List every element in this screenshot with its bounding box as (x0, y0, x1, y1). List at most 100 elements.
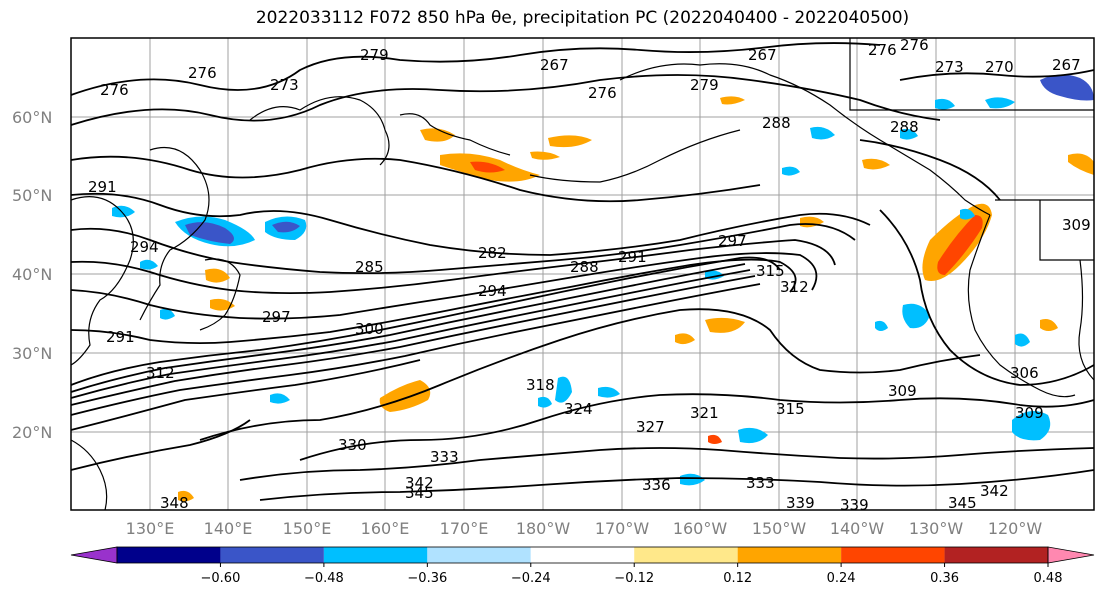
colorbar-extend-high (1047, 546, 1095, 564)
colorbar-segment (117, 547, 221, 563)
colorbar-tick-label: −0.60 (201, 571, 241, 586)
theta-e-contours (70, 42, 1095, 501)
contour-label: 309 (1015, 404, 1044, 422)
contour-label: 300 (355, 320, 384, 338)
contour-label: 282 (478, 244, 507, 262)
contour-label: 279 (690, 76, 719, 94)
contour-label: 273 (935, 58, 964, 76)
contour-label: 312 (146, 364, 175, 382)
contour-label-group: 279 276 273 276 267 276 279 276 267 276 … (88, 36, 1091, 514)
contour-label: 339 (786, 494, 815, 512)
contour-label: 294 (478, 282, 507, 300)
contour-label: 291 (88, 178, 117, 196)
contour-label: 276 (100, 81, 129, 99)
latitude-labels: 60°N 50°N 40°N 30°N 20°N (12, 108, 52, 442)
lat-label: 40°N (12, 265, 52, 284)
colorbar-segment (634, 547, 738, 563)
colorbar-segment (737, 547, 842, 563)
precip-positive-areas (178, 96, 1094, 502)
contour-label: 267 (540, 56, 569, 74)
contour-label: 288 (570, 258, 599, 276)
contour-label: 318 (526, 376, 555, 394)
lon-label: 180°W (516, 519, 571, 538)
colorbar-tick-label: 0.48 (1034, 571, 1063, 586)
contour-label: 345 (405, 484, 434, 502)
contour-label: 285 (355, 258, 384, 276)
colorbar-tick-label: −0.48 (304, 571, 344, 586)
contour-label: 348 (160, 494, 189, 512)
lat-label: 30°N (12, 344, 52, 363)
contour-label: 339 (840, 496, 869, 514)
lat-label: 20°N (12, 423, 52, 442)
contour-label: 315 (776, 400, 805, 418)
lon-label: 170°E (440, 519, 489, 538)
colorbar-segment (841, 547, 945, 563)
colorbar-segment (323, 547, 428, 563)
colorbar-segment (530, 547, 635, 563)
colorbar-outline (116, 546, 1049, 564)
coastlines (70, 38, 1095, 511)
contour-label: 267 (1052, 56, 1081, 74)
contour-label: 312 (780, 278, 809, 296)
lon-label: 150°E (283, 519, 332, 538)
contour-label: 291 (618, 248, 647, 266)
contour-label: 309 (1062, 216, 1091, 234)
lon-label: 170°W (595, 519, 650, 538)
lon-label: 130°W (909, 519, 964, 538)
contour-label: 276 (188, 64, 217, 82)
colorbar-tick-label: −0.12 (614, 571, 654, 586)
colorbar-tick-label: 0.36 (930, 571, 959, 586)
contour-label: 321 (690, 404, 719, 422)
lon-label: 150°W (752, 519, 807, 538)
contour-label: 297 (718, 232, 747, 250)
contour-label: 327 (636, 418, 665, 436)
contour-label: 306 (1010, 364, 1039, 382)
colorbar-segment (427, 547, 531, 563)
contour-label: 270 (985, 58, 1014, 76)
contour-label: 342 (980, 482, 1009, 500)
contour-label: 336 (642, 476, 671, 494)
contour-label: 345 (948, 494, 977, 512)
contour-label: 294 (130, 238, 159, 256)
contour-label: 342 (405, 474, 434, 492)
colorbar-extend-low (70, 546, 118, 564)
colorbar-segment (944, 547, 1048, 563)
contour-label: 276 (588, 84, 617, 102)
contour-label: 291 (106, 328, 135, 346)
map-title: 2022033112 F072 850 hPa θe, precipitatio… (255, 8, 910, 28)
contour-label: 276 (900, 36, 929, 54)
lon-label: 160°E (361, 519, 410, 538)
lon-label: 140°E (204, 519, 253, 538)
contour-label: 276 (868, 41, 897, 59)
colorbar-segments (70, 546, 1095, 564)
contour-label: 333 (430, 448, 459, 466)
contour-label: 279 (360, 46, 389, 64)
colorbar-tick-label: −0.36 (407, 571, 447, 586)
lon-label: 140°W (830, 519, 885, 538)
lat-label: 50°N (12, 186, 52, 205)
lon-label: 160°W (673, 519, 728, 538)
map-frame (70, 37, 1095, 511)
colorbar-tick-label: 0.24 (827, 571, 856, 586)
longitude-labels: 130°E 140°E 150°E 160°E 170°E 180°W 170°… (126, 519, 1043, 538)
contour-label: 330 (338, 436, 367, 454)
colorbar: −0.60 −0.48 −0.36 −0.24 −0.12 0.12 0.24 0.36 0.4… (70, 546, 1095, 586)
contour-label: 288 (890, 118, 919, 136)
contour-label: 315 (756, 262, 785, 280)
precip-negative-areas (112, 74, 1094, 486)
contour-label: 297 (262, 308, 291, 326)
contour-label: 333 (746, 474, 775, 492)
contour-label: 273 (270, 76, 299, 94)
colorbar-tick-label: −0.24 (511, 571, 551, 586)
colorbar-ticks: −0.60 −0.48 −0.36 −0.24 −0.12 0.12 0.24 0.36 0.4… (201, 563, 1063, 586)
contour-label: 288 (762, 114, 791, 132)
colorbar-segment (220, 547, 324, 563)
contour-label: 267 (748, 46, 777, 64)
lat-label: 60°N (12, 108, 52, 127)
lon-label: 130°E (126, 519, 175, 538)
colorbar-tick-label: 0.12 (723, 571, 752, 586)
contour-label: 309 (888, 382, 917, 400)
lon-label: 120°W (988, 519, 1043, 538)
contour-label: 324 (564, 400, 593, 418)
